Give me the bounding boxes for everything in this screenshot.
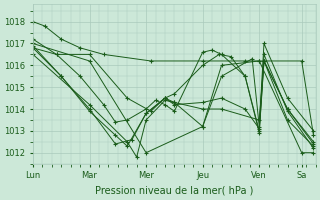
X-axis label: Pression niveau de la mer( hPa ): Pression niveau de la mer( hPa )	[95, 186, 253, 196]
